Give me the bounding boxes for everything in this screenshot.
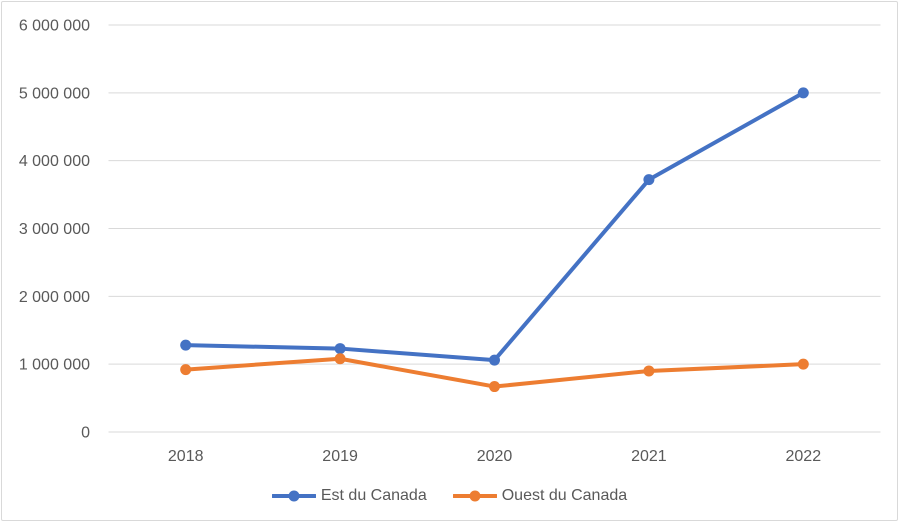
line-marker-icon (271, 490, 316, 502)
y-axis-label: 2 000 000 (19, 289, 90, 306)
data-point-est-du-canada-2019[interactable] (334, 343, 346, 355)
data-point-ouest-du-canada-2022[interactable] (797, 358, 809, 370)
legend-item-ouest-du-canada[interactable]: Ouest du Canada (452, 487, 628, 504)
x-axis-label: 2021 (631, 448, 667, 465)
data-point-ouest-du-canada-2018[interactable] (180, 364, 192, 376)
x-axis-label: 2019 (322, 448, 358, 465)
line-marker-icon (452, 490, 497, 502)
legend-label: Est du Canada (320, 487, 427, 504)
data-point-ouest-du-canada-2021[interactable] (643, 365, 655, 377)
series-line-est-du-canada[interactable] (183, 90, 806, 363)
y-axis-label: 0 (81, 425, 90, 442)
data-point-ouest-du-canada-2019[interactable] (334, 353, 346, 365)
x-axis-label: 2020 (477, 448, 513, 465)
x-axis-label: 2018 (168, 448, 204, 465)
y-axis-label: 6 000 000 (19, 18, 90, 35)
y-axis-label: 5 000 000 (19, 85, 90, 102)
y-axis-label: 3 000 000 (19, 221, 90, 238)
y-axis-label: 1 000 000 (19, 357, 90, 374)
plot-area: 0 1 000 000 2 000 000 3 000 000 4 000 000 5 0… (19, 18, 881, 465)
legend: Est du Canada Ouest du Canada (2, 485, 897, 507)
y-axis-label: 4 000 000 (19, 153, 90, 170)
data-point-est-du-canada-2021[interactable] (643, 174, 655, 186)
data-point-est-du-canada-2020[interactable] (489, 354, 500, 366)
data-point-est-du-canada-2022[interactable] (797, 87, 809, 99)
data-point-ouest-du-canada-2020[interactable] (489, 381, 500, 393)
data-point-est-du-canada-2018[interactable] (180, 339, 192, 351)
x-axis-label: 2022 (786, 448, 822, 465)
legend-item-est-du-canada[interactable]: Est du Canada (271, 487, 427, 504)
legend-label: Ouest du Canada (501, 487, 628, 504)
